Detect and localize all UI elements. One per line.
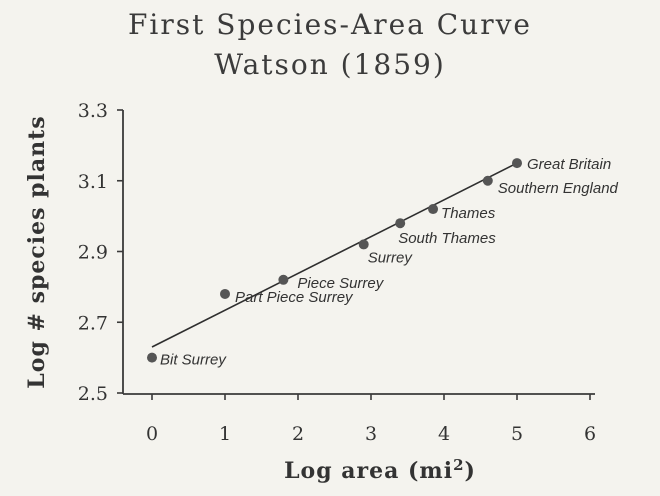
data-point: [512, 158, 522, 169]
data-point: [278, 274, 289, 285]
data-point: [482, 175, 493, 186]
data-point-label: South Thames: [398, 230, 496, 247]
data-point-label: Part Piece Surrey: [235, 289, 354, 306]
x-tick-label: 6: [584, 423, 596, 445]
y-tick-label: 2.9: [78, 242, 108, 264]
x-tick-label: 4: [438, 423, 450, 445]
x-axis-label: Log area (mi2): [284, 456, 476, 484]
x-tick-label: 0: [146, 423, 158, 445]
data-point-label: Southern England: [498, 180, 619, 197]
regression-line: [151, 162, 518, 348]
data-point: [395, 218, 406, 229]
data-point-label: Surrey: [368, 249, 414, 266]
data-point: [358, 239, 369, 250]
x-tick-label: 2: [292, 423, 304, 445]
data-point-label: Bit Surrey: [160, 352, 227, 369]
data-point-label: Thames: [441, 205, 496, 222]
data-point: [428, 204, 439, 215]
data-point: [220, 288, 230, 299]
chart-title: First Species-Area Curve: [127, 8, 532, 41]
data-point-label: Piece Surrey: [297, 275, 384, 292]
y-tick-label: 2.5: [78, 383, 108, 405]
x-tick-label: 3: [365, 423, 377, 445]
x-tick-label: 1: [219, 423, 231, 445]
data-point: [147, 352, 157, 363]
y-tick-label: 2.7: [78, 312, 108, 334]
chart-subtitle: Watson (1859): [214, 48, 446, 81]
x-tick-label: 5: [511, 423, 523, 445]
y-tick-label: 3.3: [78, 100, 108, 122]
data-point-label: Great Britain: [527, 156, 611, 173]
y-tick-label: 3.1: [78, 171, 108, 193]
y-axis-label: Log # species plants: [24, 115, 50, 388]
